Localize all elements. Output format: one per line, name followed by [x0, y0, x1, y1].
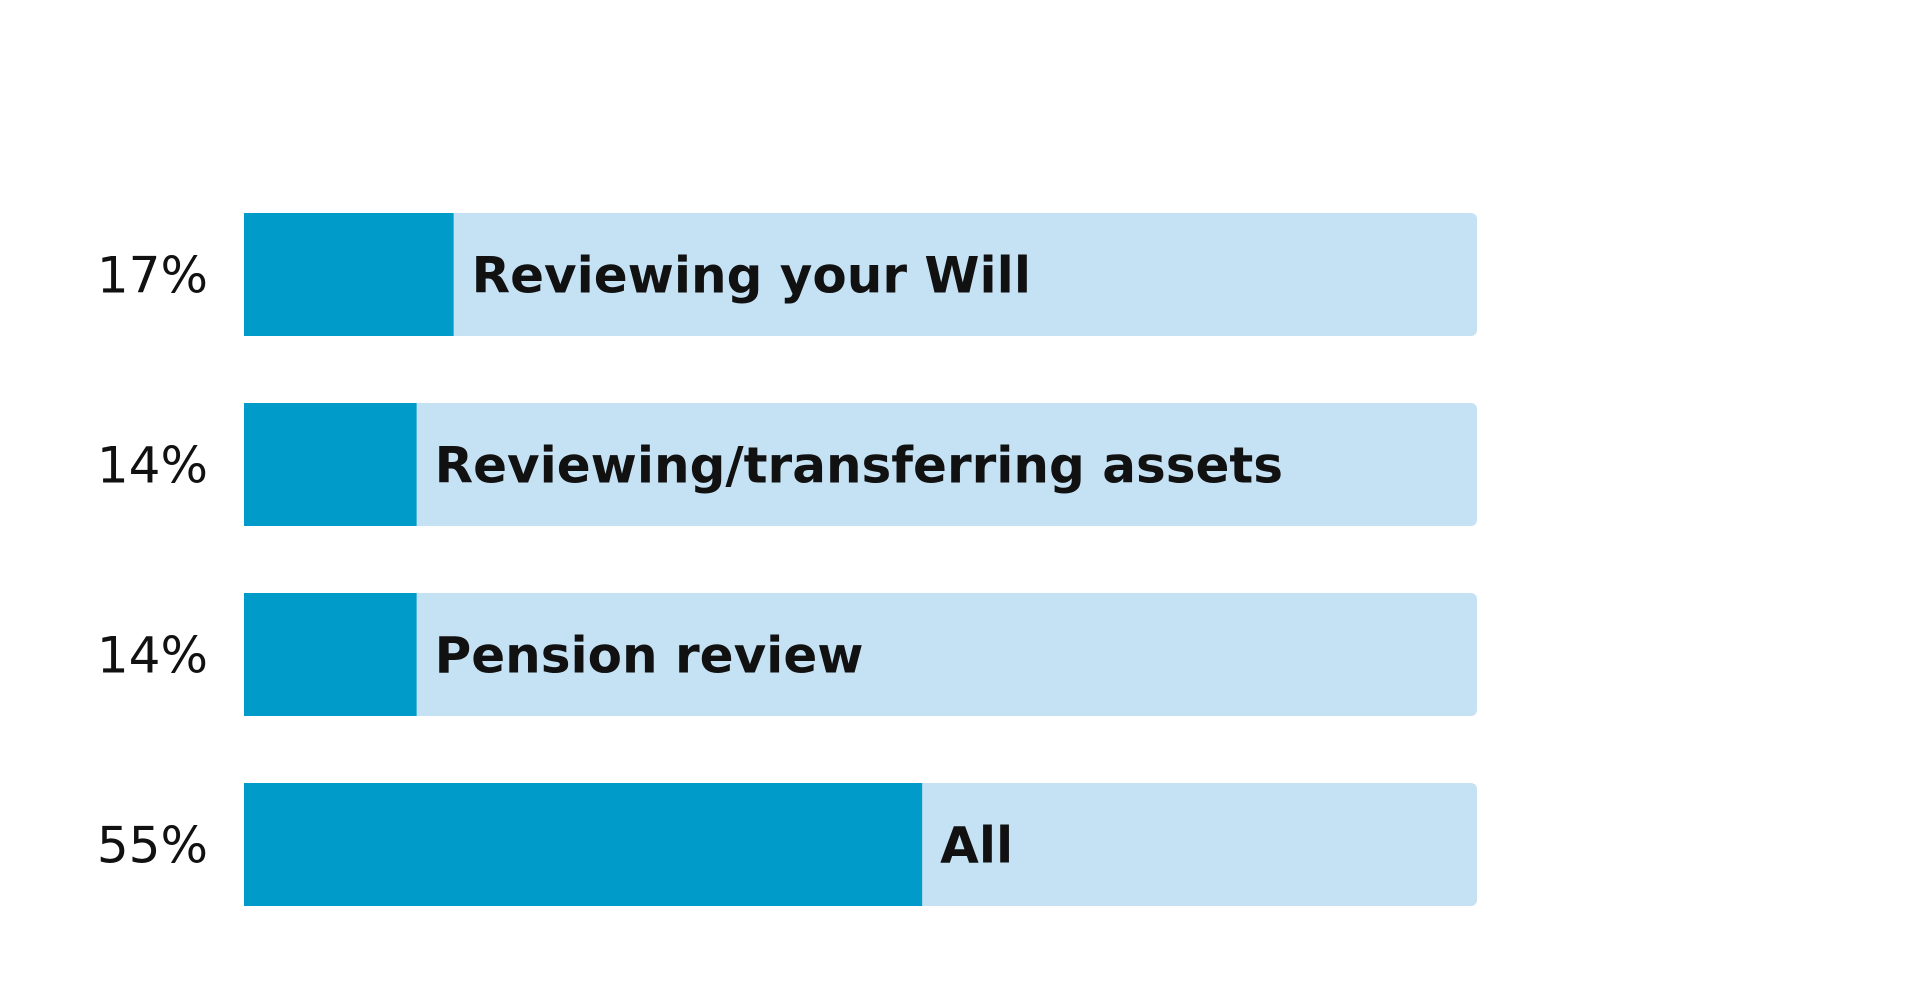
- bar-row: 55% All: [97, 783, 1477, 906]
- category-label: All: [940, 817, 1013, 875]
- value-label: 17%: [97, 247, 208, 305]
- bar-row: 14% Reviewing/transferring assets: [97, 403, 1477, 526]
- bar-fill: [244, 593, 417, 716]
- bar-fill: [244, 403, 417, 526]
- value-label: 14%: [97, 627, 208, 685]
- category-label: Pension review: [435, 627, 864, 685]
- category-label: Reviewing/transferring assets: [435, 437, 1283, 495]
- value-label: 14%: [97, 437, 208, 495]
- bar-row: 17% Reviewing your Will: [97, 213, 1477, 336]
- bar-track: [244, 593, 1477, 716]
- bar-fill: [244, 783, 923, 906]
- category-label: Reviewing your Will: [472, 247, 1031, 305]
- bar-track: [244, 213, 1477, 336]
- bar-fill: [244, 213, 454, 336]
- bar-row: 14% Pension review: [97, 593, 1477, 716]
- value-label: 55%: [97, 817, 208, 875]
- bar-track: [244, 403, 1477, 526]
